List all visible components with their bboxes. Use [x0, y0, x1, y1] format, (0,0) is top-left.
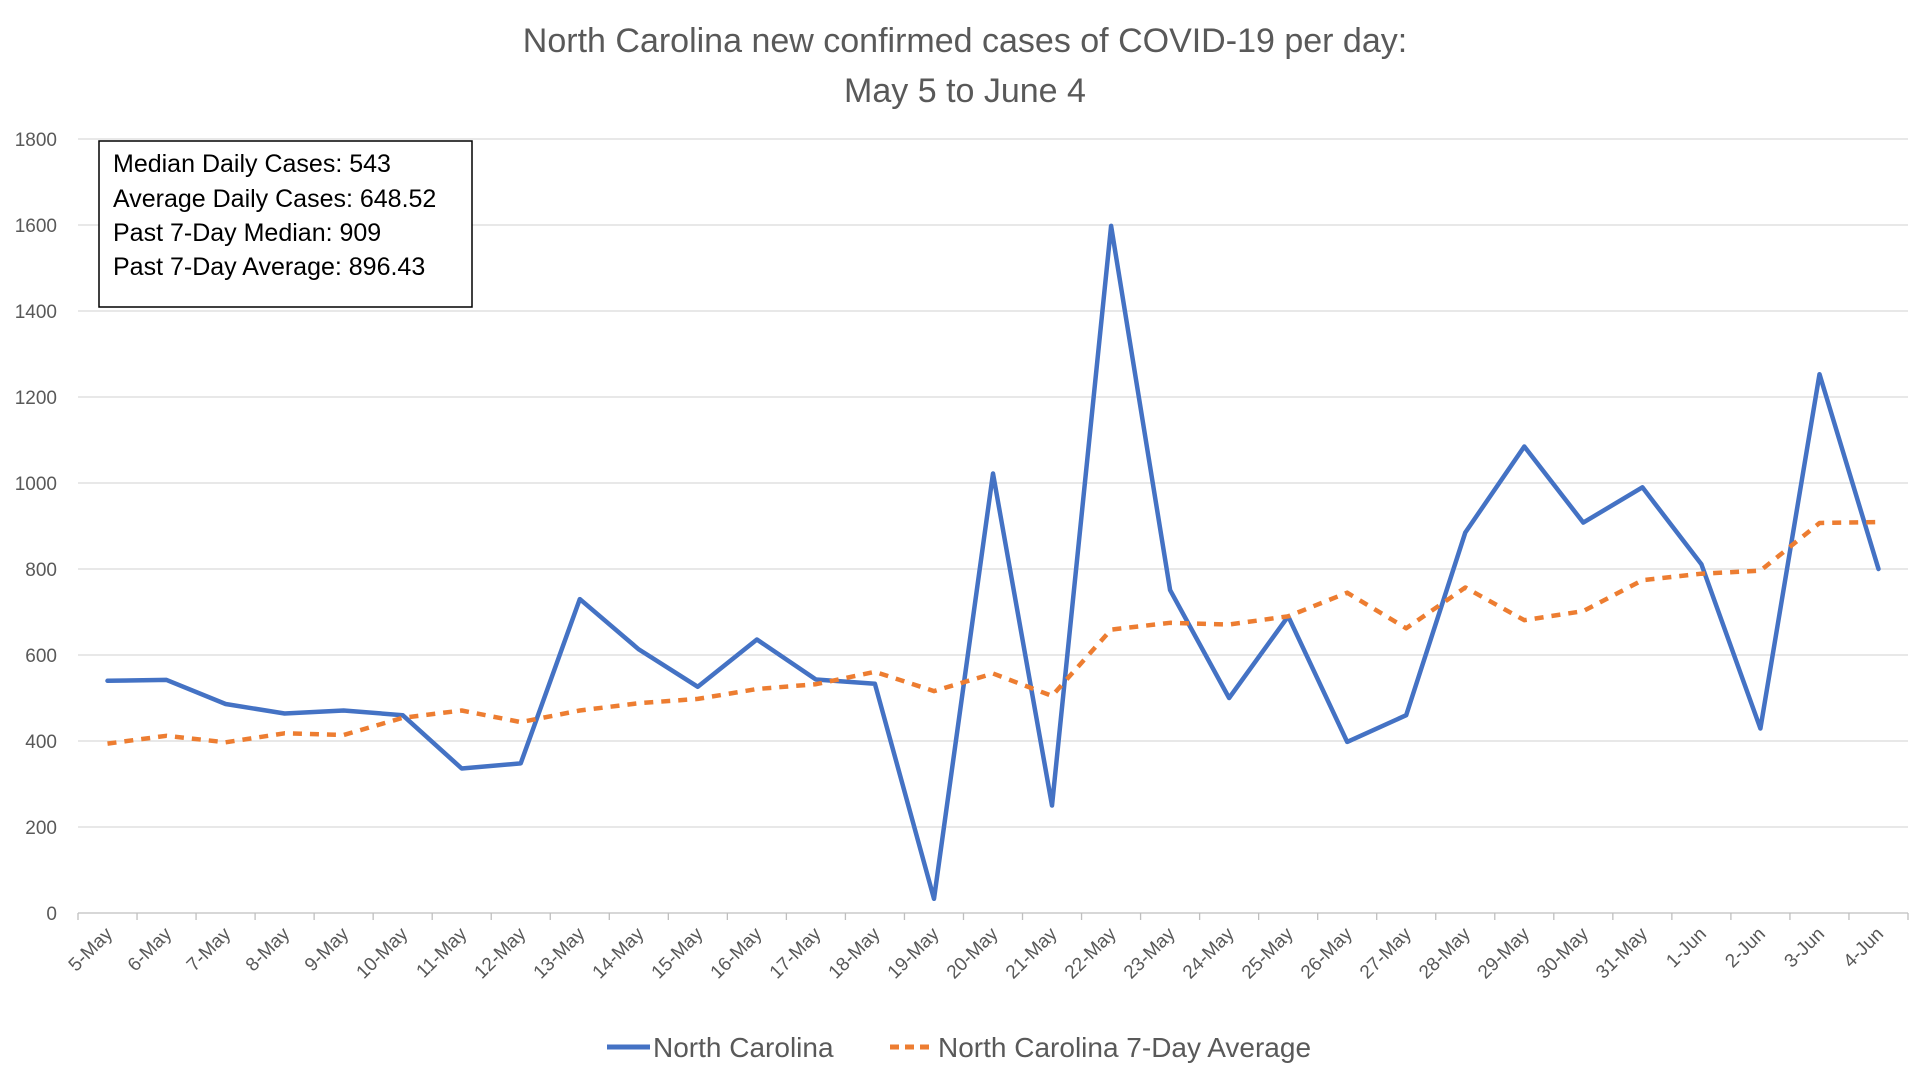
x-tick-label: 19-May [884, 923, 944, 983]
x-tick-label: 8-May [242, 923, 295, 976]
y-tick-label: 200 [25, 818, 57, 839]
legend-label-north-carolina: North Carolina [653, 1032, 834, 1063]
x-tick-label: 22-May [1061, 923, 1121, 983]
y-tick-label: 600 [25, 646, 57, 667]
x-tick-label: 14-May [589, 923, 649, 983]
stats-past7-median: Past 7-Day Median: 909 [113, 219, 381, 247]
x-tick-label: 20-May [943, 923, 1003, 983]
x-tick-label: 3-Jun [1781, 924, 1829, 972]
x-tick-label: 7-May [183, 923, 236, 976]
stats-box: Median Daily Cases: 543 Average Daily Ca… [98, 140, 473, 308]
chart-subtitle: May 5 to June 4 [844, 72, 1086, 110]
x-axis: 5-May 6-May 7-May 8-May 9-May 10-May 11-May 12-… [65, 912, 1909, 983]
x-tick-label: 12-May [471, 923, 531, 983]
x-tick-label: 23-May [1120, 923, 1180, 983]
x-tick-label: 28-May [1415, 923, 1475, 983]
x-tick-label: 6-May [124, 923, 177, 976]
x-tick-label: 11-May [413, 923, 472, 982]
x-tick-label: 17-May [766, 923, 826, 983]
x-tick-label: 24-May [1179, 923, 1239, 983]
x-tick-label: 13-May [530, 923, 590, 983]
y-axis: 0 200 400 600 800 1000 1200 1400 1600 1800 [15, 130, 57, 925]
series-line-north-carolina [105, 223, 1881, 902]
stats-average-daily: Average Daily Cases: 648.52 [113, 185, 436, 213]
x-tick-label: 30-May [1533, 923, 1593, 983]
series-line-7-day-average [107, 519, 1879, 746]
y-tick-label: 1600 [15, 216, 57, 237]
x-tick-label: 4-Jun [1840, 924, 1888, 972]
stats-past7-average: Past 7-Day Average: 896.43 [113, 253, 425, 281]
y-tick-label: 800 [25, 560, 57, 581]
x-tick-label: 5-May [65, 923, 118, 976]
y-tick-label: 1000 [15, 474, 57, 495]
legend-label-7-day-average: North Carolina 7-Day Average [938, 1032, 1311, 1063]
y-tick-label: 1800 [15, 130, 57, 151]
x-tick-label: 10-May [353, 923, 413, 983]
x-tick-label: 31-May [1592, 923, 1652, 983]
x-tick-label: 1-Jun [1662, 924, 1710, 972]
x-tick-label: 26-May [1297, 923, 1357, 983]
series-lines [105, 223, 1881, 902]
chart-title: North Carolina new confirmed cases of CO… [523, 22, 1407, 60]
x-tick-label: 18-May [825, 923, 885, 983]
legend: North Carolina North Carolina 7-Day Aver… [607, 1032, 1311, 1063]
y-tick-label: 1200 [15, 388, 57, 409]
x-tick-label: 21-May [1002, 923, 1062, 983]
x-tick-label: 27-May [1356, 923, 1416, 983]
x-tick-label: 2-Jun [1721, 924, 1769, 972]
stats-box-border [98, 140, 473, 308]
x-tick-label: 16-May [707, 923, 767, 983]
y-tick-label: 0 [46, 904, 57, 925]
y-tick-label: 400 [25, 732, 57, 753]
stats-median-daily: Median Daily Cases: 543 [113, 150, 391, 178]
x-tick-label: 25-May [1238, 923, 1298, 983]
x-tick-label: 29-May [1474, 923, 1534, 983]
x-tick-label: 9-May [301, 923, 354, 976]
x-tick-label: 15-May [648, 923, 708, 983]
y-tick-label: 1400 [15, 302, 57, 323]
